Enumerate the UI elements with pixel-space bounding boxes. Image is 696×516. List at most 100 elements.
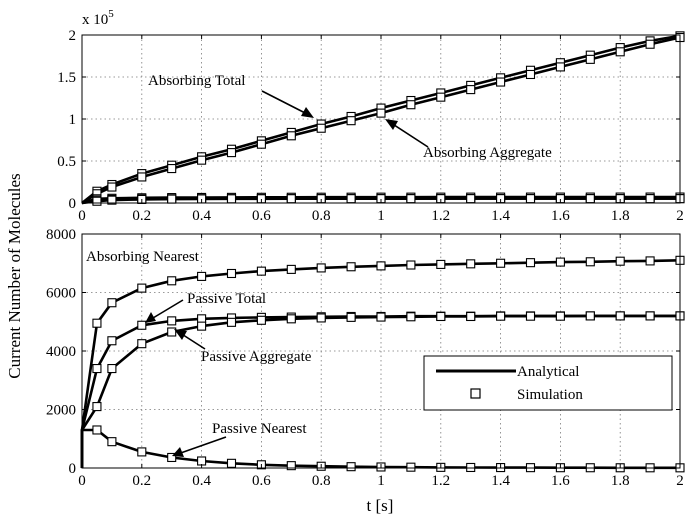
top-marker-absorbing-aggregate [286, 131, 296, 141]
exponent-label: x 105 [82, 8, 114, 28]
top-marker-absorbing-aggregate [226, 148, 237, 158]
top-marker-passive-aggregate [585, 194, 595, 204]
bottom-marker-absorbing-nearest [406, 260, 416, 270]
top-marker-passive-aggregate [92, 196, 102, 206]
top-x-tick-label: 1.8 [611, 208, 630, 224]
bottom-marker-passive-aggregate [137, 339, 147, 349]
annotation-absorbing-nearest-label: Absorbing Nearest [86, 249, 200, 265]
top-marker-absorbing-aggregate [137, 172, 147, 182]
bottom-marker-passive-nearest [92, 425, 102, 435]
top-marker-passive-aggregate [406, 194, 416, 204]
top-x-tick-label: 1 [377, 208, 385, 224]
bottom-marker-passive-aggregate [436, 311, 446, 322]
bottom-marker-absorbing-nearest [256, 266, 266, 276]
annotation-passive-aggregate-label: Passive Aggregate [201, 349, 312, 365]
annotation-absorbing-aggregate-label: Absorbing Aggregate [423, 145, 552, 161]
bottom-x-tick-label: 0.4 [192, 473, 211, 489]
top-curve-absorbing-aggregate [81, 36, 681, 205]
bottom-marker-passive-aggregate [316, 313, 326, 323]
bottom-marker-absorbing-nearest [585, 257, 595, 267]
top-marker-absorbing-aggregate [376, 108, 386, 118]
top-x-tick-label: 1.6 [551, 208, 570, 224]
top-marker-absorbing-aggregate [436, 92, 446, 102]
top-x-tick-label: 0 [78, 208, 86, 224]
bottom-marker-absorbing-nearest [525, 258, 536, 268]
bottom-marker-absorbing-nearest [92, 318, 102, 328]
bottom-marker-absorbing-nearest [555, 257, 565, 267]
bottom-marker-passive-total [167, 316, 177, 326]
legend: Analytical Simulation [423, 355, 673, 411]
bottom-marker-passive-total [107, 336, 117, 346]
top-marker-absorbing-aggregate [406, 100, 416, 110]
top-marker-absorbing-aggregate [167, 164, 177, 174]
bottom-chart-panel: 0 0.2 0.4 0.6 0.8 1 1.2 1.4 1.6 1.8 2 0 2000 4000 6000… [46, 227, 685, 489]
bottom-marker-passive-nearest [286, 461, 296, 471]
top-marker-passive-aggregate [286, 194, 296, 204]
bottom-x-tick-label: 1.6 [551, 473, 570, 489]
x-axis-label: t [s] [367, 496, 394, 515]
bottom-marker-absorbing-nearest [376, 261, 386, 271]
top-marker-absorbing-aggregate [585, 54, 595, 64]
bottom-x-tick-label: 1.8 [611, 473, 630, 489]
bottom-marker-absorbing-nearest [226, 268, 237, 279]
annotation-passive-nearest: Passive Nearest [172, 421, 307, 457]
bottom-x-tick-label: 1.4 [491, 473, 510, 489]
top-y-tick-label: 2 [69, 28, 77, 44]
annotation-passive-nearest-label: Passive Nearest [212, 421, 307, 437]
top-x-tick-label: 1.2 [431, 208, 450, 224]
bottom-marker-passive-nearest [226, 458, 237, 468]
bottom-marker-passive-aggregate [226, 317, 237, 327]
annotation-passive-total: Passive Total [145, 291, 266, 323]
bottom-marker-absorbing-nearest [316, 263, 326, 273]
top-x-tick-label: 2 [676, 208, 684, 224]
top-marker-absorbing-aggregate [525, 69, 536, 80]
bottom-y-tick-label: 0 [69, 461, 77, 477]
bottom-marker-passive-aggregate [167, 327, 177, 337]
top-chart-panel: 0 0.2 0.4 0.6 0.8 1 1.2 1.4 1.6 1.8 2 0 0.5 1 1.5 2 x 1… [57, 8, 685, 224]
bottom-marker-absorbing-nearest [615, 256, 625, 266]
bottom-marker-passive-total [137, 320, 147, 330]
annotation-passive-aggregate-arrowhead [174, 329, 187, 340]
top-marker-passive-aggregate [466, 194, 476, 204]
annotation-passive-total-label: Passive Total [187, 291, 266, 307]
top-marker-absorbing-aggregate [256, 139, 266, 149]
top-marker-absorbing-aggregate [316, 123, 326, 133]
bottom-marker-passive-aggregate [107, 363, 117, 374]
bottom-marker-absorbing-nearest [645, 256, 655, 266]
top-marker-absorbing-aggregate [466, 85, 476, 95]
bottom-x-tick-label: 2 [676, 473, 684, 489]
bottom-marker-absorbing-nearest [167, 276, 177, 286]
top-marker-absorbing-aggregate [615, 47, 625, 57]
legend-analytical-label: Analytical [517, 364, 579, 380]
annotation-absorbing-total-label: Absorbing Total [148, 73, 245, 89]
y-axis-label: Current Number of Molecules [5, 173, 24, 378]
top-x-tick-label: 0.4 [192, 208, 211, 224]
top-curve-passive-aggregate [81, 197, 680, 205]
bottom-x-tick-label: 1 [377, 473, 385, 489]
top-marker-passive-aggregate [107, 195, 117, 205]
top-marker-passive-aggregate [645, 194, 655, 204]
annotation-passive-aggregate: Passive Aggregate [174, 329, 312, 365]
bottom-marker-passive-nearest [466, 462, 476, 473]
top-marker-absorbing-aggregate [197, 155, 207, 165]
annotation-absorbing-total-arrowhead [301, 107, 314, 118]
annotation-passive-nearest-arrowhead [172, 447, 184, 457]
top-y-tick-label: 0.5 [57, 154, 76, 170]
annotation-absorbing-aggregate-arrowhead [385, 119, 398, 130]
bottom-marker-passive-nearest [107, 437, 117, 447]
top-x-tick-label: 0.6 [252, 208, 271, 224]
bottom-marker-passive-aggregate [346, 312, 356, 322]
bottom-y-tick-label: 4000 [46, 344, 76, 360]
bottom-marker-passive-nearest [137, 447, 147, 457]
bottom-x-tick-label: 0 [78, 473, 86, 489]
bottom-marker-passive-nearest [197, 456, 207, 466]
bottom-marker-passive-nearest [346, 462, 356, 472]
annotation-passive-total-arrowhead [145, 312, 156, 323]
bottom-x-tick-label: 0.6 [252, 473, 271, 489]
top-y-tick-label: 1.5 [57, 70, 76, 86]
bottom-marker-passive-aggregate [92, 402, 102, 412]
top-curve-absorbing-total [81, 34, 681, 205]
legend-box [423, 355, 673, 411]
bottom-marker-absorbing-nearest [436, 259, 446, 269]
